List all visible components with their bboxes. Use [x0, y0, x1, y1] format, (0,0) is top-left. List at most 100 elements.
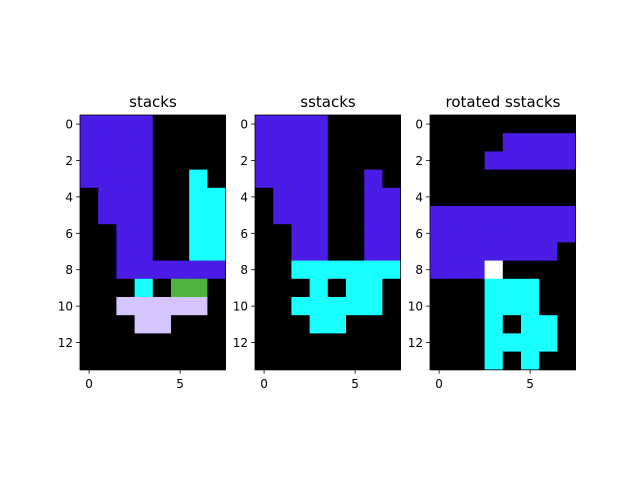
grid-cell: [80, 278, 99, 298]
grid-cell: [207, 169, 226, 189]
grid-cell: [430, 297, 449, 316]
grid-cell: [80, 115, 99, 134]
y-tick-label: 8: [415, 263, 423, 277]
grid-cell: [466, 333, 485, 352]
grid-cell: [382, 351, 401, 371]
grid-cell: [255, 133, 274, 152]
grid-cell: [189, 315, 208, 334]
grid-cell: [430, 169, 449, 189]
grid-cell: [539, 297, 558, 316]
grid-cell: [521, 151, 540, 170]
grid-cell: [430, 151, 449, 170]
grid-cell: [152, 224, 172, 243]
grid-cell: [502, 278, 522, 298]
grid-cell: [430, 315, 449, 334]
grid-cell: [502, 242, 522, 261]
grid-cell: [116, 187, 135, 207]
panel-rotated-sstacks: rotated sstacks 0 5 0 2 4 6 8 10 12: [408, 93, 577, 391]
x-tick-label: 5: [526, 377, 534, 391]
grid-cell: [134, 315, 154, 334]
grid-cell: [557, 187, 576, 207]
grid-cell: [171, 351, 190, 371]
grid-cell: [382, 297, 401, 316]
grid-cell: [116, 278, 135, 298]
grid-cell: [207, 315, 226, 334]
grid-cell: [116, 333, 135, 352]
grid-cell: [502, 351, 522, 371]
grid-cell: [430, 115, 449, 134]
grid-cell: [207, 224, 226, 243]
grid-cell: [152, 351, 172, 371]
grid-cell: [189, 351, 208, 371]
grid-cell: [484, 351, 504, 371]
grid-cell: [539, 333, 558, 352]
grid-cell: [291, 115, 310, 134]
grid-cell: [502, 133, 522, 152]
grid-cell: [189, 333, 208, 352]
grid-cell: [502, 151, 522, 170]
axes-frame: [254, 114, 402, 371]
grid-cell: [346, 278, 365, 298]
grid-cell: [557, 260, 576, 280]
grid-cell: [291, 224, 310, 243]
grid-cell: [521, 115, 540, 134]
grid-cell: [189, 297, 208, 316]
grid-cell: [207, 133, 226, 152]
grid-cell: [116, 242, 135, 261]
grid-cell: [346, 151, 365, 170]
grid-cell: [539, 224, 558, 243]
grid-cell: [189, 242, 208, 261]
grid-cell: [521, 187, 540, 207]
grid-cell: [171, 151, 190, 170]
x-tick-label: 5: [176, 377, 184, 391]
grid-cell: [309, 278, 329, 298]
grid-cell: [291, 169, 310, 189]
grid-cell: [466, 151, 485, 170]
grid-cell: [466, 133, 485, 152]
grid-cell: [502, 333, 522, 352]
grid-cell: [327, 151, 347, 170]
grid-cell: [134, 333, 154, 352]
grid-cell: [430, 351, 449, 371]
grid-cell: [80, 333, 99, 352]
axes-frame: [429, 114, 577, 371]
grid-cell: [273, 315, 292, 334]
grid-cell: [346, 206, 365, 225]
grid-cell: [309, 206, 329, 225]
grid-cell: [273, 151, 292, 170]
grid-cell: [346, 297, 365, 316]
grid-cell: [171, 242, 190, 261]
panel-title: rotated sstacks: [446, 93, 561, 111]
grid-cell: [466, 242, 485, 261]
y-tick-label: 4: [65, 190, 73, 204]
grid-cell: [152, 133, 172, 152]
grid-cell: [539, 351, 558, 371]
grid-cell: [255, 333, 274, 352]
grid-cell: [382, 133, 401, 152]
grid-cell: [273, 133, 292, 152]
grid-cell: [346, 333, 365, 352]
grid-cell: [364, 315, 383, 334]
grid-cell: [364, 351, 383, 371]
grid-cell: [255, 260, 274, 280]
grid-cell: [557, 115, 576, 134]
y-tick-label: 10: [408, 300, 423, 314]
grid-cell: [521, 260, 540, 280]
grid-cell: [134, 115, 154, 134]
grid-cell: [382, 169, 401, 189]
grid-cell: [98, 169, 117, 189]
grid-cell: [382, 242, 401, 261]
grid-cell: [466, 315, 485, 334]
grid-cell: [80, 224, 99, 243]
grid-cell: [171, 187, 190, 207]
grid-cell: [207, 260, 226, 280]
grid-cell: [273, 206, 292, 225]
y-tick-label: 6: [65, 227, 73, 241]
grid-cell: [448, 351, 467, 371]
grid-cell: [255, 278, 274, 298]
grid-cell: [207, 297, 226, 316]
grid-cell: [152, 297, 172, 316]
panel-stacks: stacks 0 5 0 2 4 6 8 10 12: [58, 93, 227, 391]
grid-cell: [484, 260, 504, 280]
